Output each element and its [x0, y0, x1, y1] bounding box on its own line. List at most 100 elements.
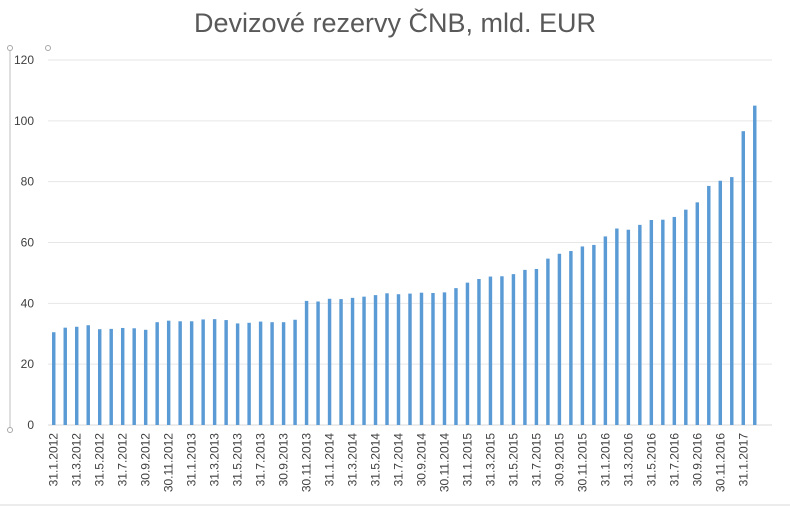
x-tick-label: 30.11.2015	[575, 433, 589, 492]
x-tick-label: 31.1.2016	[598, 433, 612, 487]
bar	[201, 319, 205, 425]
bar	[431, 292, 435, 425]
x-tick-label: 30.9.2012	[139, 433, 153, 487]
x-tick-label: 31.3.2015	[483, 433, 497, 487]
bar	[408, 293, 412, 425]
x-tick-label: 31.1.2012	[47, 433, 61, 487]
x-tick-label: 30.9.2013	[277, 433, 291, 487]
bar	[350, 297, 355, 425]
x-tick-label: 31.5.2014	[369, 433, 383, 487]
bar	[580, 246, 585, 425]
bar	[500, 276, 504, 425]
bar	[534, 268, 539, 425]
bar	[615, 228, 619, 425]
y-tick-labels: 0 20 40 60 80 100 120	[14, 53, 34, 432]
bar	[753, 105, 757, 425]
bar	[247, 322, 251, 425]
bar	[385, 293, 389, 425]
x-tick-label: 31.7.2015	[529, 433, 543, 487]
bar	[86, 325, 90, 425]
x-tick-label: 30.9.2014	[414, 433, 428, 487]
bars	[52, 105, 757, 426]
bar	[178, 321, 182, 425]
bar	[523, 269, 527, 425]
bar	[638, 224, 642, 425]
bar	[109, 328, 113, 425]
bar	[707, 185, 711, 425]
bar	[557, 253, 562, 425]
bar	[316, 301, 320, 425]
bar	[396, 294, 401, 425]
bar	[546, 258, 550, 425]
bar	[132, 328, 136, 425]
x-tick-label: 31.5.2012	[93, 433, 107, 487]
x-tick-label: 31.7.2013	[254, 433, 268, 487]
bar	[684, 209, 688, 425]
x-tick-label: 31.3.2016	[621, 433, 635, 487]
bar	[293, 319, 297, 425]
x-tick-label: 30.11.2014	[437, 433, 451, 492]
bar	[730, 177, 734, 425]
y-tick-label: 40	[21, 296, 35, 310]
bar	[258, 321, 263, 425]
bar	[695, 202, 700, 425]
bar	[661, 219, 665, 425]
bar	[741, 131, 745, 426]
x-tick-label: 30.11.2016	[713, 433, 727, 492]
bar	[362, 296, 366, 425]
bar	[166, 320, 171, 425]
x-tick-label: 30.11.2012	[162, 433, 176, 492]
x-tick-label: 30.9.2015	[552, 433, 566, 487]
x-tick-label: 31.3.2014	[346, 433, 360, 487]
bar	[155, 322, 159, 425]
bar	[718, 180, 723, 425]
bar	[339, 299, 343, 425]
x-tick-label: 31.5.2013	[231, 433, 245, 487]
axis-handle	[7, 45, 13, 51]
x-tick-label: 31.7.2016	[667, 433, 681, 487]
bar	[327, 298, 332, 425]
axis-handle	[7, 427, 13, 433]
bar	[281, 322, 286, 425]
bar	[488, 276, 493, 425]
x-tick-label: 31.7.2014	[392, 433, 406, 487]
bar	[75, 326, 79, 425]
x-tick-label: 31.1.2013	[185, 433, 199, 487]
x-tick-labels: 31.1.2012 31.3.2012 31.5.2012 31.7.2012 30.9…	[47, 433, 751, 492]
bar	[63, 327, 67, 425]
x-tick-label: 31.5.2016	[644, 433, 658, 487]
x-tick-label: 31.3.2012	[70, 433, 84, 487]
bar	[649, 219, 654, 425]
bar	[224, 320, 228, 425]
axis-handle	[45, 45, 51, 51]
y-tick-label: 120	[14, 53, 34, 67]
bar	[97, 329, 102, 425]
bar	[454, 288, 458, 425]
x-tick-label: 30.9.2016	[690, 433, 704, 487]
y-tick-label: 100	[14, 114, 34, 128]
bar	[373, 295, 378, 425]
bar	[672, 216, 677, 425]
bar	[270, 322, 274, 425]
bar	[592, 244, 596, 425]
bar	[511, 274, 516, 425]
bar	[235, 323, 240, 425]
bar	[189, 321, 194, 425]
x-tick-label: 31.1.2015	[460, 433, 474, 487]
bar	[465, 282, 470, 425]
x-tick-label: 31.3.2013	[208, 433, 222, 487]
x-tick-label: 31.7.2012	[116, 433, 130, 487]
bar	[419, 292, 424, 425]
bar	[603, 236, 608, 425]
bar	[304, 300, 309, 425]
y-tick-label: 0	[27, 418, 34, 432]
bar	[52, 332, 56, 425]
chart-title: Devizové rezervy ČNB, mld. EUR	[193, 8, 597, 38]
y-tick-label: 80	[21, 175, 35, 189]
bar	[212, 319, 217, 425]
x-tick-label: 30.11.2013	[300, 433, 314, 492]
bar	[120, 327, 125, 425]
x-tick-label: 31.5.2015	[506, 433, 520, 487]
bar	[442, 292, 447, 425]
